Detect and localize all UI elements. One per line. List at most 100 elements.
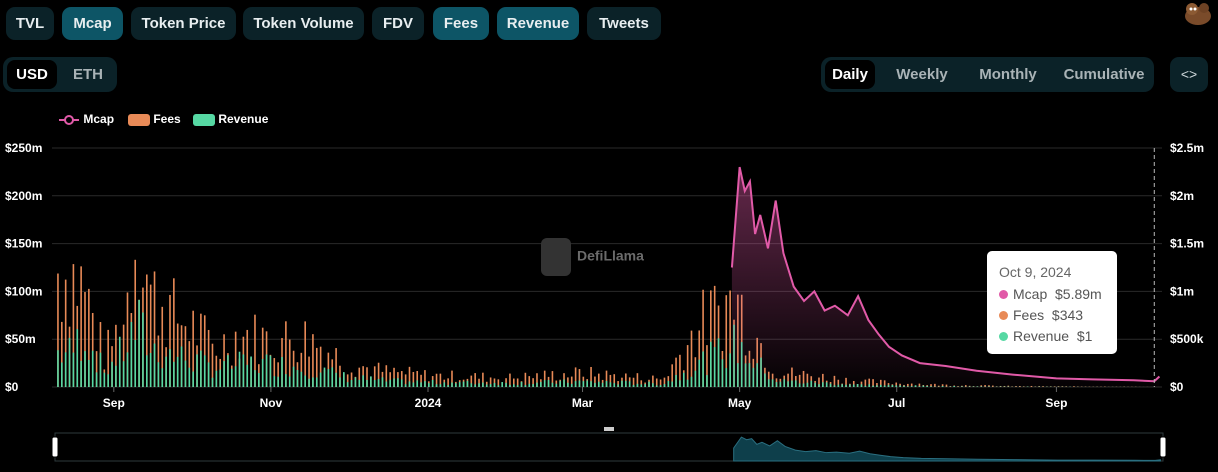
toolbar-button-token-volume[interactable]: Token Volume (243, 7, 364, 40)
x-tick-label: Sep (103, 396, 125, 410)
toolbar-button-fees[interactable]: Fees (433, 7, 489, 40)
chart-axes: $0 $50m $100m $150m $200m $250m $0 $500k $1m $1.5… (5, 141, 1204, 410)
revenue-bar (524, 385, 527, 387)
x-tick-label: May (728, 396, 752, 410)
fees-bar (655, 378, 658, 387)
revenue-bar (315, 377, 318, 387)
defillama-watermark: DefiLlama (541, 238, 644, 276)
fees-bar (497, 379, 500, 387)
revenue-bar (404, 384, 407, 387)
fees-bar (176, 323, 179, 387)
revenue-bar (586, 380, 588, 387)
fees-bar (261, 327, 264, 387)
revenue-bar (319, 372, 322, 387)
revenue-bar (149, 352, 152, 387)
fees-bar (184, 326, 187, 387)
revenue-bar (509, 384, 511, 387)
fees-bar (690, 330, 693, 387)
toolbar-button-revenue[interactable]: Revenue (497, 7, 579, 40)
fees-bar (61, 321, 63, 387)
y-right-tick-label: $2m (1170, 189, 1194, 203)
revenue-bar (416, 380, 419, 387)
revenue-bar (570, 383, 573, 387)
revenue-bar (312, 377, 314, 387)
revenue-bar (64, 352, 67, 387)
toolbar-button-tvl[interactable]: TVL (6, 7, 54, 40)
revenue-bar (628, 381, 631, 387)
revenue-bar (532, 383, 534, 387)
fees-bar (126, 292, 129, 387)
revenue-bar (111, 361, 113, 387)
y-left-tick-label: $250m (5, 141, 42, 155)
revenue-bar (497, 385, 500, 387)
fees-bar (478, 378, 480, 387)
toolbar-button-fdv[interactable]: FDV (372, 7, 424, 40)
revenue-bar (323, 367, 326, 387)
denomination-eth[interactable]: ETH (73, 66, 103, 83)
revenue-bar (254, 370, 256, 387)
fees-bar (223, 334, 225, 387)
revenue-bar (153, 343, 156, 387)
fees-bar (234, 331, 237, 387)
fees-bar (335, 348, 337, 387)
revenue-bar (400, 379, 403, 387)
fees-bar (207, 329, 210, 387)
revenue-bar (350, 380, 353, 387)
y-left-tick-label: $0 (5, 380, 19, 394)
period-weekly[interactable]: Weekly (896, 66, 948, 83)
revenue-bar (408, 381, 411, 387)
revenue-bar (443, 382, 446, 387)
legend-mcap[interactable]: Mcap (58, 112, 114, 127)
revenue-bar (540, 381, 542, 387)
revenue-bar (567, 382, 569, 387)
revenue-bar (648, 381, 650, 387)
fees-bar (686, 345, 689, 387)
code-icon[interactable]: <> (1170, 57, 1208, 92)
y-right-tick-label: $2.5m (1170, 141, 1204, 155)
fees-bar (532, 378, 534, 387)
revenue-bar (99, 352, 102, 387)
legend-revenue[interactable]: Revenue (193, 112, 268, 126)
revenue-bar (377, 379, 380, 387)
period-monthly[interactable]: Monthly (979, 66, 1037, 83)
revenue-bar (439, 384, 442, 387)
tooltip-date: Oct 9, 2024 (999, 264, 1072, 280)
revenue-bar (188, 367, 191, 387)
llama-avatar-icon[interactable] (1183, 0, 1213, 26)
fees-bar (88, 288, 90, 387)
revenue-bar (339, 377, 341, 387)
fees-bar (485, 381, 488, 387)
slider-handle-right (1159, 436, 1167, 458)
period-cumulative[interactable]: Cumulative (1063, 66, 1145, 83)
slider-handle-left (51, 436, 59, 458)
fees-bar (95, 351, 98, 387)
revenue-bar (435, 384, 438, 387)
revenue-bar (640, 384, 643, 387)
fees-bar (675, 357, 677, 387)
revenue-bar (420, 382, 422, 387)
revenue-bar (470, 383, 473, 387)
fees-bar (512, 378, 515, 387)
toolbar-button-token-price[interactable]: Token Price (131, 7, 236, 40)
fees-bar (107, 329, 109, 387)
denomination-usd[interactable]: USD (7, 60, 57, 89)
revenue-bar (196, 354, 198, 387)
revenue-bar (223, 361, 225, 387)
fees-bar (574, 367, 577, 387)
revenue-bar (115, 365, 117, 387)
revenue-bar (694, 370, 697, 387)
period-daily[interactable]: Daily (825, 60, 875, 89)
revenue-bar (663, 384, 666, 387)
legend-fees[interactable]: Fees (128, 112, 181, 126)
revenue-bar (219, 369, 222, 387)
x-tick-label: Sep (1045, 396, 1067, 410)
revenue-bar (625, 380, 627, 387)
fees-bar (609, 374, 612, 387)
fees-bar (192, 310, 194, 387)
toolbar-button-mcap[interactable]: Mcap (62, 7, 123, 40)
fees-bar (203, 315, 206, 387)
toolbar-button-tweets[interactable]: Tweets (587, 7, 661, 40)
fees-bar (393, 367, 395, 387)
fees-bar (408, 366, 411, 387)
